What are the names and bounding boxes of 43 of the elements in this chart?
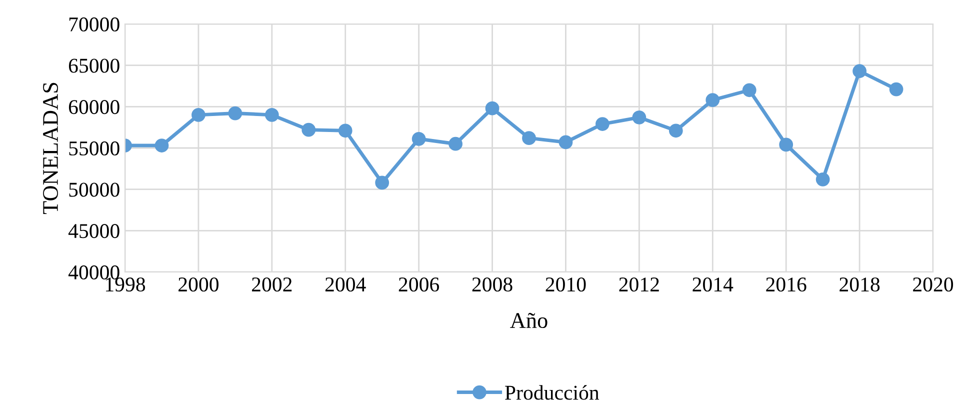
x-tick-label: 2020 [913,277,954,292]
point [485,101,500,116]
y-tick-label: 60000 [68,100,120,114]
x-tick-label: 2006 [398,277,440,292]
point [668,124,683,138]
y-tick-label: 70000 [69,17,120,32]
point [375,176,390,190]
x-tick-label: 2008 [472,277,512,292]
point [816,172,830,186]
point [302,122,316,137]
point [192,108,206,122]
y-tick-label: 65000 [68,58,120,73]
point [742,83,756,98]
y-tick-label: 55000 [69,141,120,156]
x-tick-label: 2018 [840,277,880,292]
x-tick-label: 2012 [619,277,659,292]
x-tick-label: 2014 [692,277,734,292]
x-tick-label: 2004 [325,277,366,292]
point [596,117,610,131]
point [154,138,169,152]
x-tick-label: 1998 [106,277,146,292]
y-tick-label: 40000 [68,265,120,280]
legend-label: Producción [505,385,600,400]
point [706,93,720,107]
y-tick-label: 50000 [69,182,120,197]
x-axis-title: Año [510,312,548,328]
point [889,82,904,96]
x-tick-label: 2002 [252,277,292,292]
point [852,64,866,78]
point [632,110,646,124]
x-tick-label: 2000 [178,277,218,292]
y-axis-title: TONELADAS [43,82,58,214]
point [228,106,242,120]
x-tick-label: 2016 [766,277,806,292]
point [558,135,573,150]
point [412,132,426,146]
y-tick-label: 45000 [68,224,120,238]
x-tick-label: 2010 [546,277,586,292]
point [448,136,462,151]
point [264,108,279,122]
point [338,124,352,138]
point [779,138,794,152]
point [522,131,536,146]
